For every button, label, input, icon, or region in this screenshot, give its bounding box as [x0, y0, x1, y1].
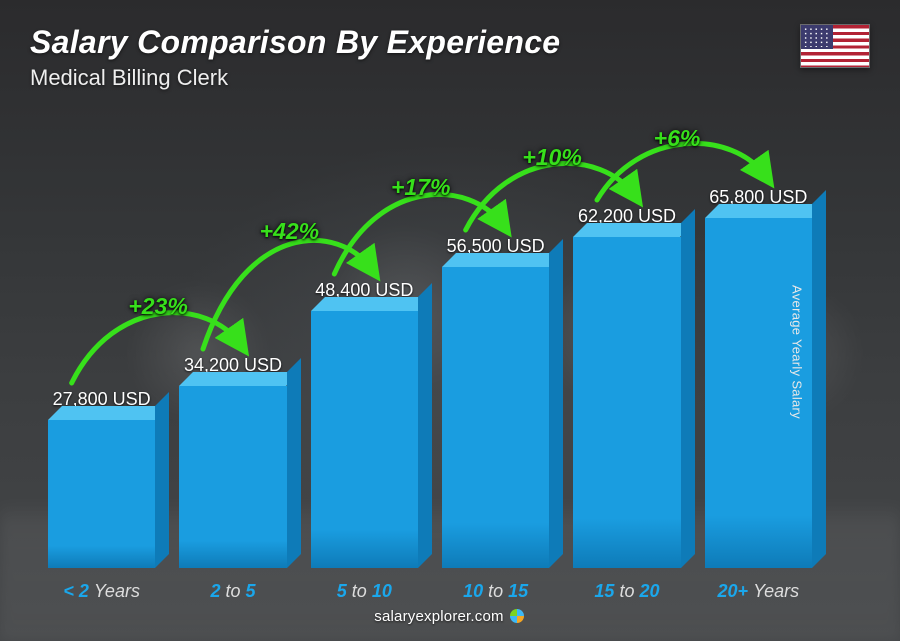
- x-axis-label: 15 to 20: [573, 581, 680, 602]
- bar: [48, 420, 155, 568]
- header: Salary Comparison By Experience Medical …: [30, 24, 870, 91]
- chart-container: Salary Comparison By Experience Medical …: [0, 0, 900, 641]
- x-axis-label: 20+ Years: [705, 581, 812, 602]
- bar: [311, 311, 418, 568]
- bar-column: 48,400 USD: [311, 280, 418, 568]
- page-subtitle: Medical Billing Clerk: [30, 65, 560, 91]
- x-axis-labels: < 2 Years 2 to 5 5 to 10 10 to 15 15 to 20 20…: [30, 581, 830, 602]
- footer-text: salaryexplorer.com: [374, 608, 503, 625]
- footer-logo-icon: [510, 609, 524, 623]
- bar: [442, 267, 549, 568]
- bar: [573, 237, 680, 568]
- chart-area: 27,800 USD 34,200 USD 48,400 USD 56,500 …: [30, 101, 870, 602]
- bars-row: 27,800 USD 34,200 USD 48,400 USD 56,500 …: [30, 101, 830, 568]
- page-title: Salary Comparison By Experience: [30, 24, 560, 61]
- x-axis-label: 5 to 10: [311, 581, 418, 602]
- x-axis-label: 10 to 15: [442, 581, 549, 602]
- footer: salaryexplorer.com: [30, 602, 870, 629]
- bar-column: 56,500 USD: [442, 236, 549, 568]
- bar-column: 27,800 USD: [48, 389, 155, 568]
- y-axis-label: Average Yearly Salary: [790, 285, 805, 419]
- us-flag-icon: [800, 24, 870, 68]
- x-axis-label: 2 to 5: [179, 581, 286, 602]
- title-block: Salary Comparison By Experience Medical …: [30, 24, 560, 91]
- bar-column: 62,200 USD: [573, 206, 680, 568]
- bar-column: 34,200 USD: [179, 355, 286, 568]
- bar: [179, 386, 286, 568]
- x-axis-label: < 2 Years: [48, 581, 155, 602]
